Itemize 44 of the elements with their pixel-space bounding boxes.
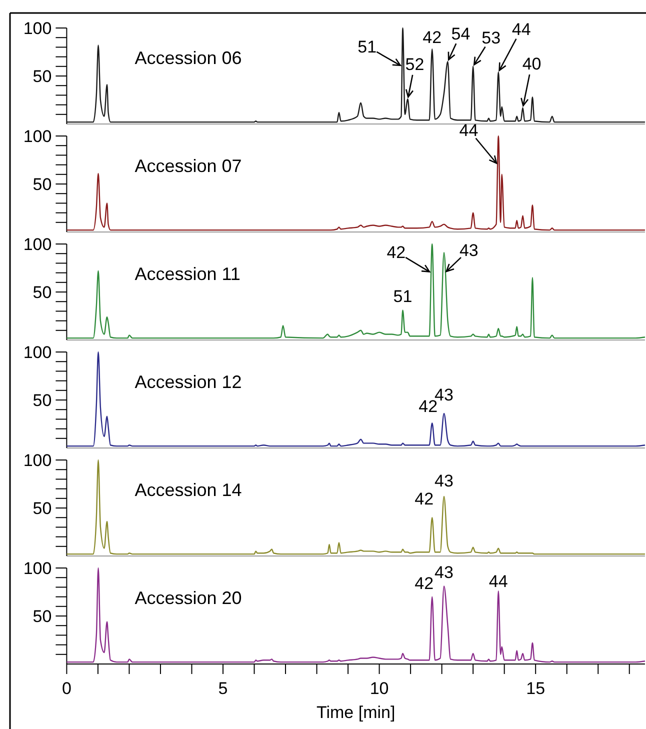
y-tick-label: 100 (23, 450, 52, 470)
annotation: 42 (414, 490, 434, 509)
annotation: 53 (482, 28, 501, 48)
annotation: 44 (459, 120, 478, 140)
annotation: 51 (393, 287, 412, 306)
line-series (66, 243, 646, 339)
y-tick-label: 50 (32, 66, 52, 86)
y-tick-label: 100 (23, 558, 52, 578)
text: Accession 11 (134, 264, 240, 284)
line-series (66, 459, 646, 555)
annotation: 42 (386, 242, 406, 262)
annotation: 40 (522, 54, 542, 74)
annotation: 51 (358, 37, 377, 56)
x-tick-label: 10 (370, 679, 389, 698)
x-axis-title: Time [min] (316, 703, 396, 722)
y-tick-label: 100 (23, 234, 52, 254)
text: Accession 07 (134, 156, 242, 176)
line-series (66, 351, 646, 447)
y-tick-label: 50 (32, 282, 52, 302)
text: Accession 06 (134, 48, 242, 68)
y-tick-label: 50 (32, 174, 52, 194)
annotation: 44 (488, 572, 508, 591)
y-tick-label: 50 (32, 606, 52, 626)
y-tick-label: 100 (23, 342, 52, 362)
annotation: 54 (451, 24, 470, 44)
annotation: 52 (405, 54, 424, 74)
x-tick-label: 15 (526, 679, 546, 698)
y-tick-label: 100 (23, 126, 52, 146)
annotation: 42 (418, 396, 438, 416)
annotation: 44 (512, 20, 531, 40)
annotation: 43 (459, 240, 478, 260)
line-series (66, 135, 646, 231)
y-tick-label: 50 (32, 498, 52, 518)
annotation: 42 (414, 574, 434, 593)
y-tick-label: 100 (23, 18, 52, 38)
text: Accession 20 (134, 588, 242, 608)
text: Accession 12 (134, 372, 242, 392)
x-tick-label: 0 (62, 679, 72, 698)
annotation: 43 (434, 563, 454, 582)
x-tick-label: 5 (218, 679, 228, 698)
y-tick-label: 50 (32, 390, 52, 410)
annotation: 42 (422, 28, 442, 48)
text: Accession 14 (134, 480, 242, 500)
annotation: 43 (434, 471, 454, 490)
